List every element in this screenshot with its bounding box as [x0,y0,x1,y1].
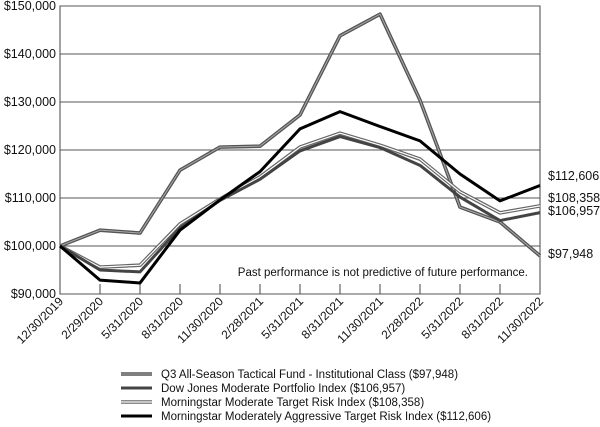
series-stroke [59,12,542,258]
disclaimer-annotation: Past performance is not predictive of fu… [238,267,528,279]
y-tick-label: $130,000 [4,95,56,109]
x-tick-label: 5/31/2020 [98,294,146,342]
series-stroke [59,135,541,274]
legend-label: Dow Jones Moderate Portfolio Index ($106… [161,383,405,395]
end-value-label: $108,358 [548,191,600,205]
series-stroke [59,110,541,285]
series-line-3 [59,110,541,285]
series-line-2 [59,131,541,269]
y-tick-label: $120,000 [4,143,56,157]
series-stroke [59,13,541,257]
x-tick-label: 12/30/2019 [14,294,67,347]
end-value-label: $112,606 [548,169,599,183]
x-tick-label: 2/29/2020 [58,294,106,342]
legend-item: Dow Jones Moderate Portfolio Index ($106… [121,383,405,395]
x-tick-label: 2/28/2021 [218,294,266,342]
x-tick-label: 2/28/2022 [378,294,426,342]
series-stroke [59,132,541,268]
series-line-0 [59,12,542,258]
x-tick-label: 5/31/2021 [258,294,306,342]
y-tick-label: $110,000 [5,191,56,205]
legend-item: Morningstar Moderately Aggressive Target… [121,411,491,423]
y-tick-label: $140,000 [4,47,56,61]
legend-label: Morningstar Moderate Target Risk Index (… [161,397,424,409]
series-line-1 [59,135,541,274]
legend-item: Q3 All-Season Tactical Fund - Institutio… [121,369,458,381]
y-tick-label: $150,000 [4,0,56,13]
legend-label: Morningstar Moderately Aggressive Target… [161,411,491,423]
x-tick-label: 5/31/2022 [418,294,466,342]
legend-item: Morningstar Moderate Target Risk Index (… [121,397,424,409]
end-value-label: $106,957 [548,204,600,218]
y-tick-label: $100,000 [4,239,56,253]
end-value-label: $97,948 [548,247,593,261]
legend-label: Q3 All-Season Tactical Fund - Institutio… [161,369,458,381]
y-tick-label: $90,000 [11,287,56,301]
